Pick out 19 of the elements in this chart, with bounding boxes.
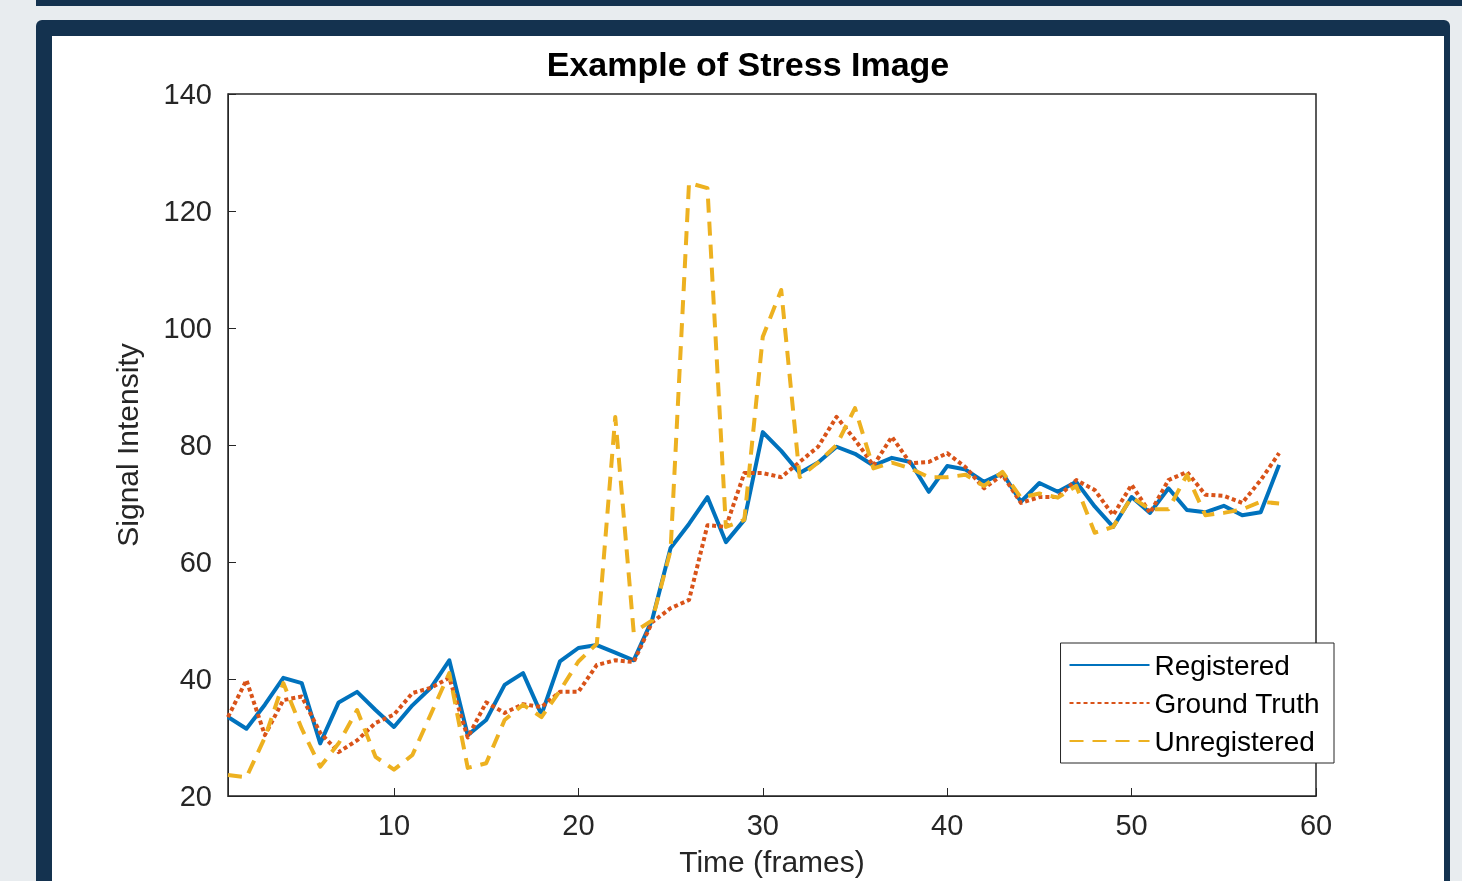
x-axis-title: Time (frames): [679, 844, 865, 878]
y-tick-label: 20: [179, 780, 212, 812]
y-tick-label: 120: [163, 195, 212, 227]
y-tick-label: 100: [163, 312, 212, 344]
x-tick-label: 10: [377, 808, 411, 841]
x-tick-label: 20: [562, 808, 595, 841]
y-axis-title: Signal Intensity: [110, 343, 144, 547]
x-tick-label: 50: [1115, 808, 1148, 841]
y-tick-label: 80: [179, 429, 212, 461]
y-tick-label: 60: [179, 546, 212, 578]
y-tick-label: 140: [163, 78, 212, 110]
y-tick-label: 40: [179, 663, 212, 695]
legend-label: Unregistered: [1154, 725, 1315, 757]
legend-label: Ground Truth: [1154, 687, 1320, 719]
legend-label: Registered: [1154, 649, 1290, 681]
x-tick-label: 40: [931, 808, 964, 841]
chart-title: Example of Stress Image: [546, 45, 950, 83]
x-tick-label: 60: [1299, 808, 1333, 841]
x-tick-label: 30: [746, 808, 779, 841]
